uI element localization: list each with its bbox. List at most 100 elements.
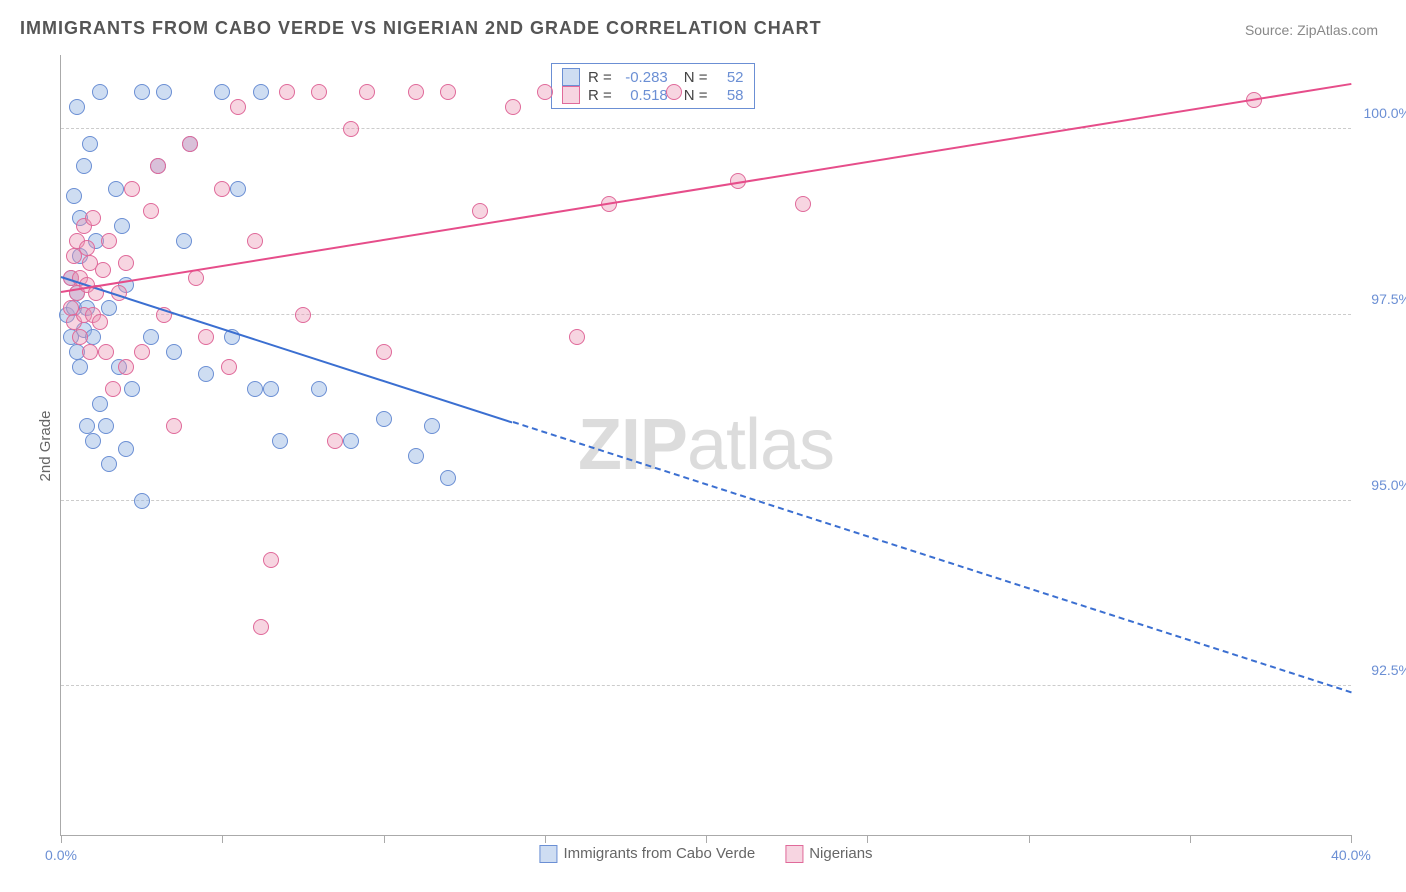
data-point — [124, 381, 140, 397]
legend-item: Nigerians — [785, 845, 872, 863]
legend-swatch — [785, 845, 803, 863]
data-point — [440, 470, 456, 486]
data-point — [69, 99, 85, 115]
y-tick-label: 100.0% — [1364, 105, 1406, 121]
data-point — [176, 233, 192, 249]
data-point — [166, 344, 182, 360]
chart-plot-area: ZIPatlas R =-0.283N =52R =0.518N =58 Imm… — [60, 55, 1351, 836]
data-point — [198, 329, 214, 345]
data-point — [134, 84, 150, 100]
y-tick-label: 92.5% — [1371, 662, 1406, 678]
data-point — [188, 270, 204, 286]
data-point — [118, 359, 134, 375]
data-point — [85, 210, 101, 226]
trend-line — [512, 422, 1351, 694]
data-point — [95, 262, 111, 278]
gridline — [61, 500, 1351, 501]
data-point — [221, 359, 237, 375]
x-tick — [384, 835, 385, 843]
data-point — [79, 418, 95, 434]
data-point — [253, 84, 269, 100]
data-point — [472, 203, 488, 219]
data-point — [79, 240, 95, 256]
data-point — [92, 314, 108, 330]
data-point — [295, 307, 311, 323]
data-point — [408, 448, 424, 464]
gridline — [61, 314, 1351, 315]
trend-line — [61, 276, 513, 424]
data-point — [108, 181, 124, 197]
data-point — [134, 344, 150, 360]
y-tick-label: 95.0% — [1371, 477, 1406, 493]
chart-legend: Immigrants from Cabo VerdeNigerians — [539, 845, 872, 863]
gridline — [61, 128, 1351, 129]
x-tick-label: 0.0% — [45, 847, 77, 863]
data-point — [505, 99, 521, 115]
data-point — [247, 381, 263, 397]
data-point — [85, 433, 101, 449]
legend-swatch — [562, 86, 580, 104]
stats-row: R =-0.283N =52 — [562, 68, 744, 86]
data-point — [101, 300, 117, 316]
data-point — [66, 188, 82, 204]
data-point — [134, 493, 150, 509]
data-point — [156, 84, 172, 100]
data-point — [376, 411, 392, 427]
data-point — [424, 418, 440, 434]
trend-line — [61, 83, 1351, 293]
data-point — [279, 84, 295, 100]
gridline — [61, 685, 1351, 686]
x-tick — [706, 835, 707, 843]
data-point — [311, 84, 327, 100]
data-point — [118, 441, 134, 457]
watermark: ZIPatlas — [578, 404, 834, 486]
data-point — [537, 84, 553, 100]
data-point — [247, 233, 263, 249]
source-attribution: Source: ZipAtlas.com — [1245, 22, 1378, 38]
data-point — [408, 84, 424, 100]
x-tick — [1029, 835, 1030, 843]
data-point — [343, 433, 359, 449]
correlation-stats-box: R =-0.283N =52R =0.518N =58 — [551, 63, 755, 109]
data-point — [92, 396, 108, 412]
stats-row: R =0.518N =58 — [562, 86, 744, 104]
x-tick — [867, 835, 868, 843]
data-point — [82, 136, 98, 152]
data-point — [230, 99, 246, 115]
data-point — [72, 359, 88, 375]
data-point — [101, 456, 117, 472]
data-point — [263, 552, 279, 568]
data-point — [795, 196, 811, 212]
x-tick — [545, 835, 546, 843]
data-point — [92, 84, 108, 100]
y-tick-label: 97.5% — [1371, 291, 1406, 307]
x-tick-label: 40.0% — [1331, 847, 1371, 863]
data-point — [114, 218, 130, 234]
data-point — [105, 381, 121, 397]
x-tick — [1351, 835, 1352, 843]
data-point — [124, 181, 140, 197]
data-point — [253, 619, 269, 635]
data-point — [98, 418, 114, 434]
data-point — [166, 418, 182, 434]
x-tick — [1190, 835, 1191, 843]
data-point — [143, 329, 159, 345]
x-tick — [222, 835, 223, 843]
data-point — [143, 203, 159, 219]
data-point — [76, 158, 92, 174]
data-point — [101, 233, 117, 249]
data-point — [198, 366, 214, 382]
legend-swatch — [562, 68, 580, 86]
data-point — [214, 181, 230, 197]
legend-swatch — [539, 845, 557, 863]
data-point — [343, 121, 359, 137]
data-point — [311, 381, 327, 397]
data-point — [214, 84, 230, 100]
data-point — [569, 329, 585, 345]
data-point — [230, 181, 246, 197]
data-point — [150, 158, 166, 174]
data-point — [263, 381, 279, 397]
x-tick — [61, 835, 62, 843]
data-point — [82, 344, 98, 360]
data-point — [440, 84, 456, 100]
